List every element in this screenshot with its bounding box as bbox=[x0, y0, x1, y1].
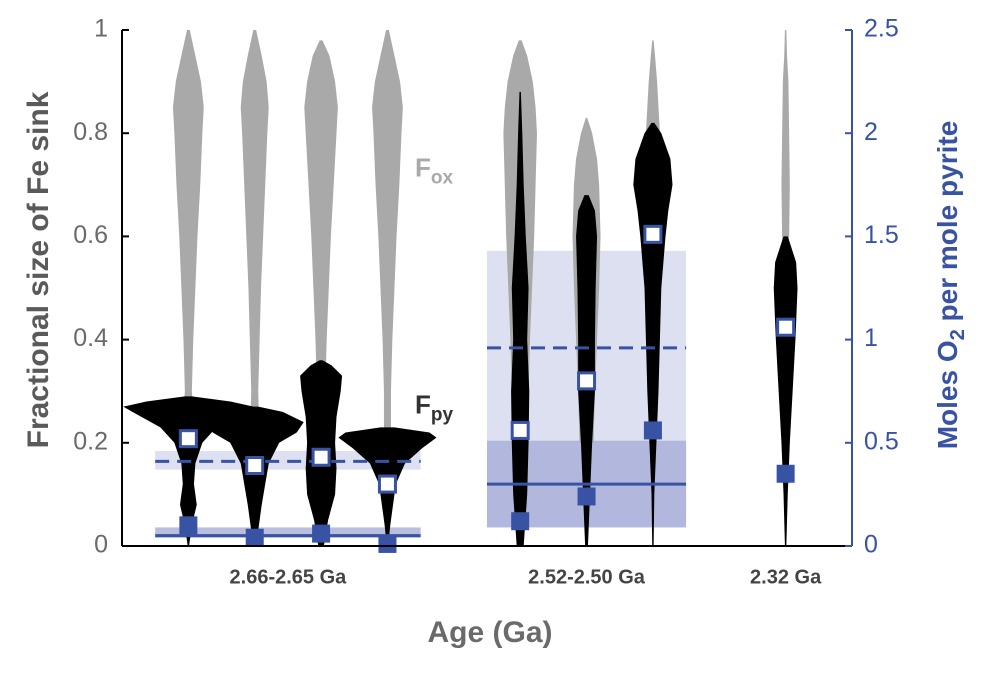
y2-tick-label: 0.5 bbox=[864, 427, 899, 455]
fpy-violin bbox=[123, 396, 254, 546]
filled-square bbox=[776, 464, 795, 483]
y-tick-label: 0.8 bbox=[73, 118, 108, 146]
y-tick-label: 0.4 bbox=[73, 324, 108, 352]
open-square bbox=[577, 371, 597, 391]
y2-tick-label: 1.5 bbox=[864, 221, 899, 249]
annotation: Fpy bbox=[415, 390, 453, 426]
fox-violin bbox=[240, 30, 269, 417]
y2-tick-label: 2 bbox=[864, 118, 878, 146]
annotation: Fox bbox=[415, 152, 453, 188]
open-square bbox=[643, 224, 663, 244]
y2-tick-label: 2.5 bbox=[864, 15, 899, 43]
filled-square bbox=[312, 524, 331, 543]
filled-square bbox=[378, 534, 397, 553]
y2-title-main: Moles O bbox=[932, 340, 963, 449]
filled-square bbox=[179, 516, 198, 535]
open-square bbox=[510, 420, 530, 440]
y2-title-rest: per mole pyrite bbox=[932, 121, 963, 330]
open-square bbox=[377, 474, 397, 494]
annotation-sub: ox bbox=[431, 167, 454, 188]
y-tick-label: 0.2 bbox=[73, 427, 108, 455]
fox-violin bbox=[172, 30, 204, 417]
group-label: 2.66-2.65 Ga bbox=[230, 566, 348, 588]
filled-square bbox=[643, 421, 662, 440]
fpy-violin bbox=[773, 236, 798, 546]
group-label: 2.32 Ga bbox=[750, 566, 822, 588]
y-tick-label: 0 bbox=[94, 531, 108, 559]
y2-title-sub: 2 bbox=[947, 329, 969, 340]
open-square bbox=[178, 429, 198, 449]
annotation-main: F bbox=[415, 152, 431, 182]
y2-tick-label: 0 bbox=[864, 531, 878, 559]
fpy-violin bbox=[576, 195, 598, 546]
fox-violin bbox=[781, 30, 790, 288]
y-axis-title: Fractional size of Fe sink bbox=[22, 91, 55, 448]
open-square bbox=[311, 447, 331, 467]
fpy-violin bbox=[205, 406, 304, 546]
filled-square bbox=[577, 487, 596, 506]
y2-axis-title: Moles O2 per mole pyrite bbox=[932, 121, 969, 450]
annotation-sub: py bbox=[431, 405, 454, 426]
annotation-main: F bbox=[415, 390, 431, 420]
fox-violin bbox=[372, 30, 403, 443]
y-tick-label: 1 bbox=[94, 15, 108, 43]
y2-tick-label: 1 bbox=[864, 324, 878, 352]
x-axis-title: Age (Ga) bbox=[427, 616, 552, 649]
fpy-violin bbox=[633, 122, 673, 546]
filled-square bbox=[511, 512, 530, 531]
open-square bbox=[776, 317, 796, 337]
fox-violin bbox=[304, 40, 338, 392]
open-square bbox=[245, 456, 265, 476]
band-dark bbox=[155, 527, 421, 538]
group-label: 2.52-2.50 Ga bbox=[528, 566, 646, 588]
filled-square bbox=[245, 528, 264, 547]
y-tick-label: 0.6 bbox=[73, 221, 108, 249]
